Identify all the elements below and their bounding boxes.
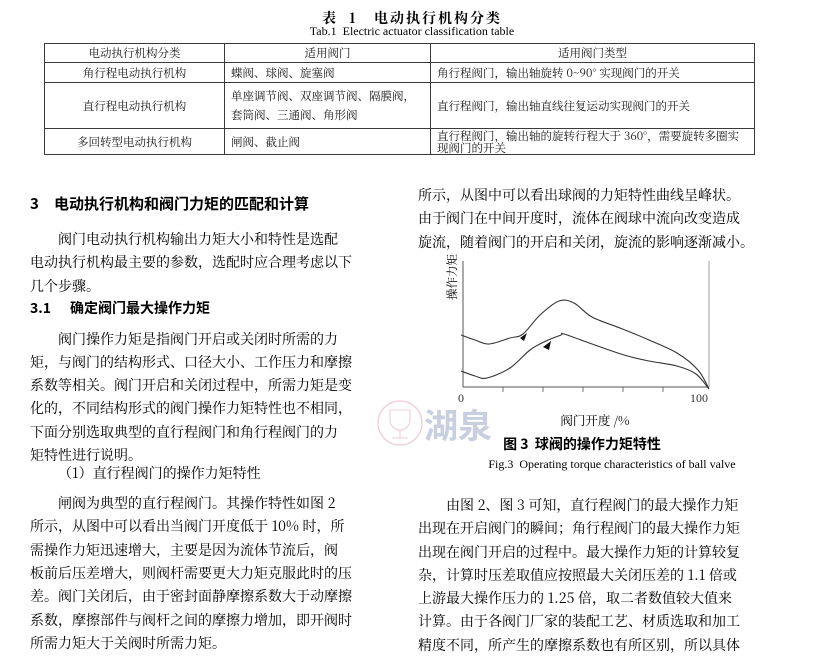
svg-text:湖泉: 湖泉	[424, 399, 492, 448]
svg-text:100: 100	[690, 391, 708, 405]
